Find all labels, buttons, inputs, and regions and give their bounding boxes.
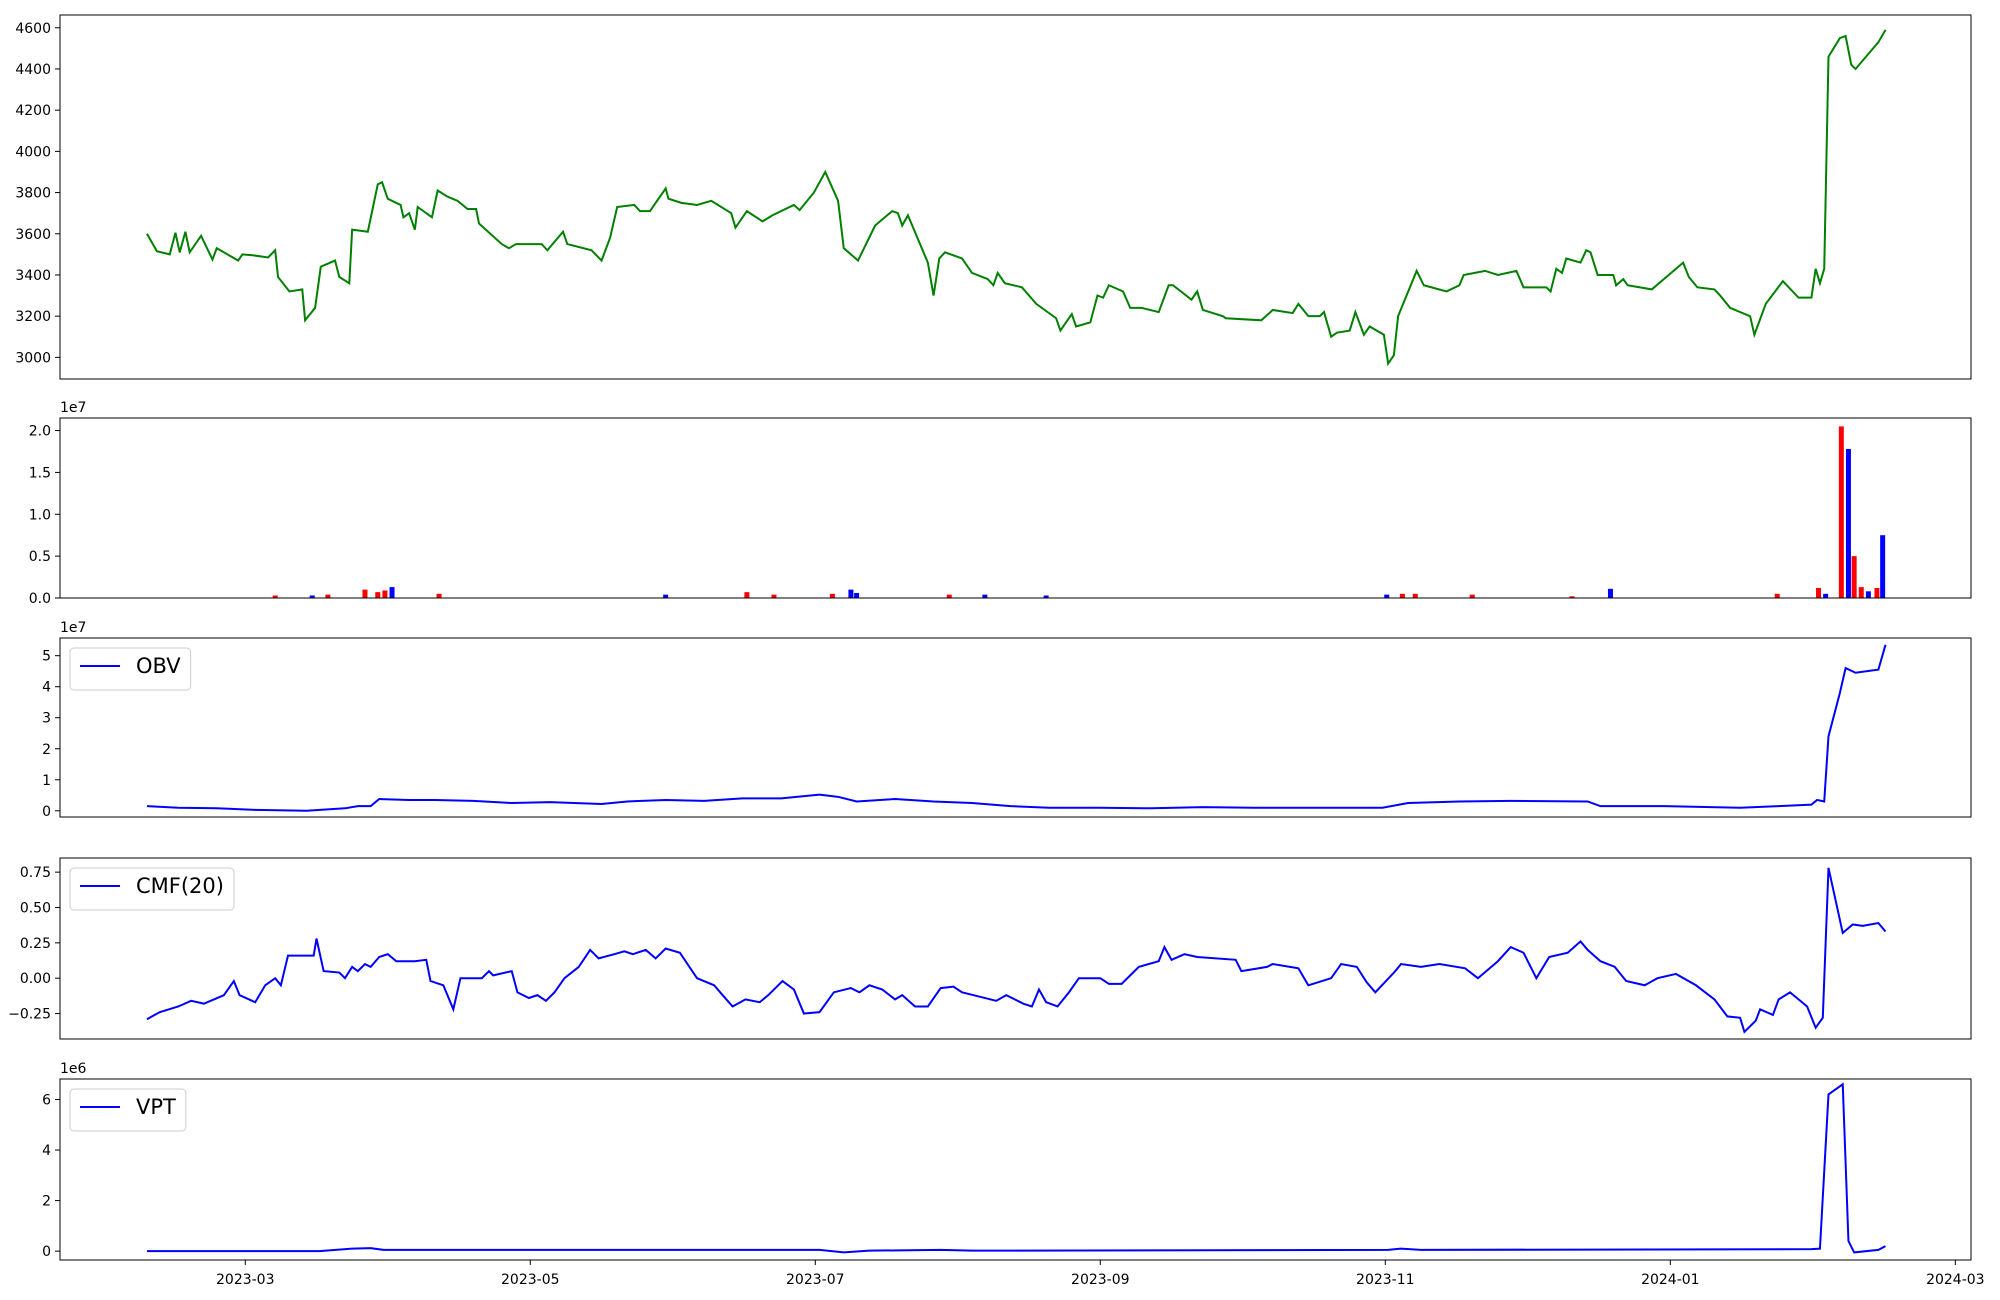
volume-bar xyxy=(1569,596,1575,598)
x-tick-label: 2023-07 xyxy=(786,1272,845,1288)
volume-bar xyxy=(272,595,278,598)
line xyxy=(146,867,1887,1034)
volume-bar xyxy=(1043,595,1049,598)
y-tick-label: 0.5 xyxy=(29,549,51,565)
y-tick-label: 3400 xyxy=(15,268,51,284)
volume-bar xyxy=(1384,594,1390,598)
volume-bar xyxy=(1774,593,1780,598)
volume-bar xyxy=(848,589,854,598)
y-tick-label: 0.00 xyxy=(20,971,51,987)
y-tick-label: 4 xyxy=(42,1143,51,1159)
volume-bar xyxy=(309,595,315,598)
legend-label: CMF(20) xyxy=(136,874,224,898)
y-tick-label: 4000 xyxy=(15,144,51,160)
x-tick-label: 2024-03 xyxy=(1926,1272,1985,1288)
volume-bar xyxy=(1880,535,1886,598)
volume-bar xyxy=(1816,587,1822,598)
legend-label: VPT xyxy=(136,1095,176,1119)
x-tick-label: 2023-05 xyxy=(501,1272,560,1288)
volume-bar xyxy=(1823,593,1829,598)
y-tick-label: 3800 xyxy=(15,186,51,202)
y-tick-label: 1.5 xyxy=(29,465,51,481)
x-tick-label: 2024-01 xyxy=(1641,1272,1700,1288)
y-tick-label: 0.75 xyxy=(20,865,51,881)
plot-frame xyxy=(59,1078,1972,1261)
volume-bar xyxy=(982,594,988,598)
volume-bar xyxy=(436,593,442,598)
y-tick-label: 3600 xyxy=(15,227,51,243)
y-tick-label: 3000 xyxy=(15,350,51,366)
volume-bar xyxy=(1845,448,1851,598)
plot-frame xyxy=(59,637,1972,818)
y-tick-label: 4 xyxy=(42,680,51,696)
y-tick-label: 2 xyxy=(42,742,51,758)
volume-bar xyxy=(1858,587,1864,598)
volume-bar xyxy=(382,590,388,598)
volume-bar xyxy=(1607,588,1613,598)
plot-frame xyxy=(59,417,1972,599)
y-tick-label: 2 xyxy=(42,1194,51,1210)
y-tick-label: 0.25 xyxy=(20,936,51,952)
y-tick-label: 1.0 xyxy=(29,507,51,523)
volume-bar xyxy=(325,594,331,598)
plot-frame xyxy=(59,857,1972,1040)
y-tick-label: −0.25 xyxy=(8,1007,51,1023)
y-tick-label: 0.50 xyxy=(20,900,51,916)
axis-offset-label: 1e6 xyxy=(60,1061,87,1077)
legend-box xyxy=(69,647,192,691)
plot-frame xyxy=(59,14,1972,380)
y-tick-label: 3 xyxy=(42,711,51,727)
x-tick-label: 2023-03 xyxy=(216,1272,275,1288)
line xyxy=(146,29,1887,367)
y-tick-label: 0 xyxy=(42,804,51,820)
y-tick-label: 4400 xyxy=(15,62,51,78)
volume-bar xyxy=(1851,556,1857,598)
y-tick-label: 6 xyxy=(42,1092,51,1108)
volume-bar xyxy=(946,594,952,598)
volume-bar xyxy=(829,593,835,598)
volume-bar xyxy=(1399,593,1405,598)
volume-bar xyxy=(1412,593,1418,598)
volume-bar xyxy=(854,592,860,598)
y-tick-label: 4200 xyxy=(15,103,51,119)
line xyxy=(146,1082,1886,1254)
y-tick-label: 2.0 xyxy=(29,424,51,440)
legend-box xyxy=(69,867,235,911)
x-tick-label: 2023-09 xyxy=(1071,1272,1130,1288)
volume-bar xyxy=(771,594,777,598)
y-tick-label: 0.0 xyxy=(29,591,51,607)
volume-bar xyxy=(362,589,368,598)
volume-bar xyxy=(663,594,669,598)
y-tick-label: 0 xyxy=(42,1244,51,1260)
line xyxy=(146,644,1887,812)
y-tick-label: 4600 xyxy=(15,21,51,37)
axis-offset-label: 1e7 xyxy=(60,400,86,416)
volume-bar xyxy=(1838,426,1844,598)
y-tick-label: 3200 xyxy=(15,309,51,325)
legend-box xyxy=(69,1088,187,1132)
volume-bar xyxy=(1874,587,1880,598)
volume-bar xyxy=(744,592,750,598)
axis-offset-label: 1e7 xyxy=(60,620,86,636)
volume-bar xyxy=(1469,594,1475,598)
legend-label: OBV xyxy=(136,654,181,678)
volume-bar xyxy=(375,592,381,598)
y-tick-label: 5 xyxy=(42,649,51,665)
volume-bar xyxy=(1865,591,1871,598)
y-tick-label: 1 xyxy=(42,773,51,789)
volume-bar xyxy=(389,587,395,598)
x-tick-label: 2023-11 xyxy=(1356,1272,1415,1288)
